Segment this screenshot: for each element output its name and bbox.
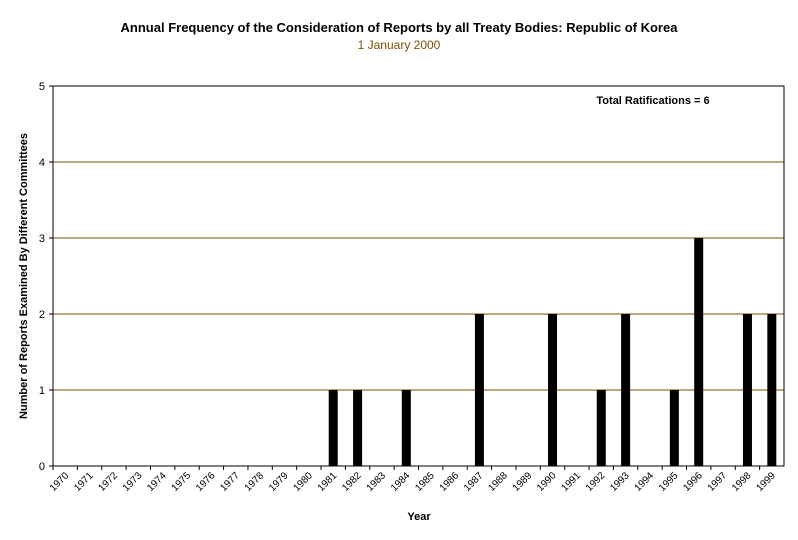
x-tick-label: 1987 xyxy=(462,470,486,494)
x-tick-label: 1983 xyxy=(365,470,389,494)
chart-title: Annual Frequency of the Consideration of… xyxy=(121,20,679,35)
x-tick-label: 1976 xyxy=(194,470,218,494)
x-tick-label: 1971 xyxy=(72,470,96,494)
y-tick-label: 3 xyxy=(39,233,45,245)
x-tick-label: 1998 xyxy=(730,470,754,494)
x-tick-label: 1993 xyxy=(608,470,632,494)
x-tick-label: 1999 xyxy=(754,470,778,494)
x-tick-label: 1984 xyxy=(389,470,413,494)
y-axis-title: Number of Reports Examined By Different … xyxy=(18,133,30,419)
x-tick-label: 1996 xyxy=(681,470,705,494)
bar-1987 xyxy=(474,314,484,466)
bar-1990 xyxy=(548,314,558,466)
y-axis-tick-labels: 0 1 2 3 4 5 xyxy=(39,81,53,473)
x-tick-label: 1979 xyxy=(267,470,291,494)
gridlines xyxy=(53,161,784,391)
bars xyxy=(328,238,777,466)
x-axis-tick-labels: 1970 1971 1972 1973 1974 1975 1976 1977 1978 1979… xyxy=(48,466,778,494)
x-tick-label: 1990 xyxy=(535,470,559,494)
x-tick-label: 1974 xyxy=(145,470,169,494)
y-tick-label: 1 xyxy=(39,385,45,397)
x-tick-label: 1972 xyxy=(97,470,121,494)
x-tick-label: 1978 xyxy=(243,470,267,494)
x-tick-label: 1994 xyxy=(633,470,657,494)
y-tick-label: 0 xyxy=(39,461,45,473)
bar-1982 xyxy=(353,390,363,466)
x-tick-label: 1975 xyxy=(170,470,194,494)
bar-1993 xyxy=(621,314,631,466)
x-tick-label: 1970 xyxy=(48,470,72,494)
x-tick-label: 1973 xyxy=(121,470,145,494)
bar-1996 xyxy=(694,238,704,466)
bar-1995 xyxy=(669,390,679,466)
x-tick-label: 1992 xyxy=(584,470,608,494)
x-tick-label: 1985 xyxy=(413,470,437,494)
x-tick-label: 1991 xyxy=(559,470,583,494)
total-ratifications-annotation: Total Ratifications = 6 xyxy=(596,95,709,107)
x-tick-label: 1995 xyxy=(657,470,681,494)
x-tick-label: 1986 xyxy=(438,470,462,494)
bar-1981 xyxy=(328,390,338,466)
x-tick-label: 1977 xyxy=(218,470,242,494)
x-tick-label: 1981 xyxy=(316,470,340,494)
x-tick-label: 1997 xyxy=(706,470,730,494)
bar-1992 xyxy=(596,390,606,466)
x-axis-title: Year xyxy=(407,511,431,523)
y-tick-label: 2 xyxy=(39,309,45,321)
x-tick-label: 1982 xyxy=(340,470,364,494)
y-tick-label: 4 xyxy=(39,157,45,169)
bar-1998 xyxy=(742,314,752,466)
chart-subtitle: 1 January 2000 xyxy=(358,38,441,52)
bar-1984 xyxy=(401,390,411,466)
x-tick-label: 1988 xyxy=(486,470,510,494)
y-tick-label: 5 xyxy=(39,81,45,93)
bar-1999 xyxy=(767,314,777,466)
x-tick-label: 1989 xyxy=(511,470,535,494)
x-tick-label: 1980 xyxy=(291,470,315,494)
